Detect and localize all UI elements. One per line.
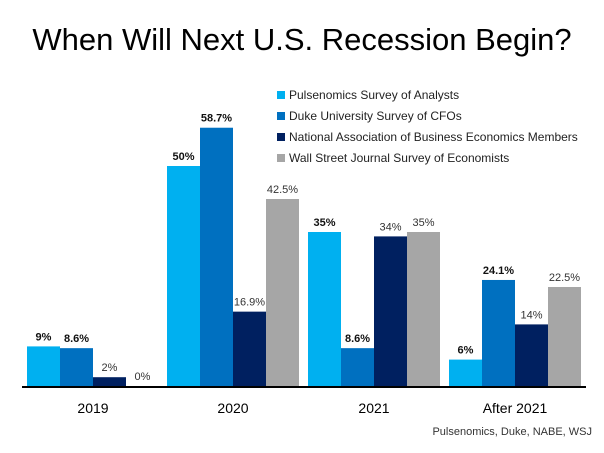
data-label: 35%: [412, 217, 434, 229]
data-label: 8.6%: [64, 333, 89, 345]
legend-label: Wall Street Journal Survey of Economists: [289, 150, 510, 165]
data-label: 58.7%: [201, 113, 232, 125]
data-label: 22.5%: [549, 272, 580, 284]
x-tick-label: 2019: [77, 400, 108, 416]
x-tick-label: After 2021: [483, 400, 548, 416]
data-label: 24.1%: [483, 265, 514, 277]
bar: [93, 377, 126, 386]
chart-title: When Will Next U.S. Recession Begin?: [32, 22, 572, 57]
bar: [167, 166, 200, 386]
bar: [233, 311, 266, 386]
legend-swatch: [277, 90, 285, 99]
x-tick-label: 2020: [217, 400, 248, 416]
bar: [27, 346, 60, 386]
bar: [482, 279, 515, 386]
bar: [449, 359, 482, 386]
source-note: Pulsenomics, Duke, NABE, WSJ: [432, 426, 592, 438]
data-label: 6%: [458, 345, 474, 357]
legend-label: Pulsenomics Survey of Analysts: [289, 87, 460, 102]
bar: [308, 232, 341, 386]
data-label: 8.6%: [345, 333, 370, 345]
data-label: 50%: [172, 151, 194, 163]
data-label: 14%: [520, 309, 542, 321]
legend-label: National Association of Business Economi…: [289, 129, 578, 144]
bar: [60, 348, 93, 386]
bar: [407, 232, 440, 386]
data-label: 2%: [102, 362, 118, 374]
legend-item: Pulsenomics Survey of Analysts: [277, 84, 578, 105]
data-label: 42.5%: [267, 184, 298, 196]
data-label: 34%: [379, 221, 401, 233]
bar: [341, 348, 374, 386]
legend: Pulsenomics Survey of Analysts Duke Univ…: [277, 84, 578, 168]
legend-item: Wall Street Journal Survey of Economists: [277, 147, 578, 168]
bar: [374, 236, 407, 386]
legend-swatch: [277, 132, 285, 141]
legend-item: Duke University Survey of CFOs: [277, 105, 578, 126]
bar: [266, 199, 299, 386]
data-label: 16.9%: [234, 297, 265, 309]
legend-label: Duke University Survey of CFOs: [289, 108, 462, 123]
bar: [200, 127, 233, 386]
data-label: 9%: [36, 331, 52, 343]
bar: [548, 287, 581, 386]
data-label: 0%: [135, 371, 151, 383]
data-label: 35%: [313, 217, 335, 229]
bar: [515, 324, 548, 386]
legend-swatch: [277, 153, 285, 162]
legend-item: National Association of Business Economi…: [277, 126, 578, 147]
x-tick-label: 2021: [358, 400, 389, 416]
legend-swatch: [277, 111, 285, 120]
